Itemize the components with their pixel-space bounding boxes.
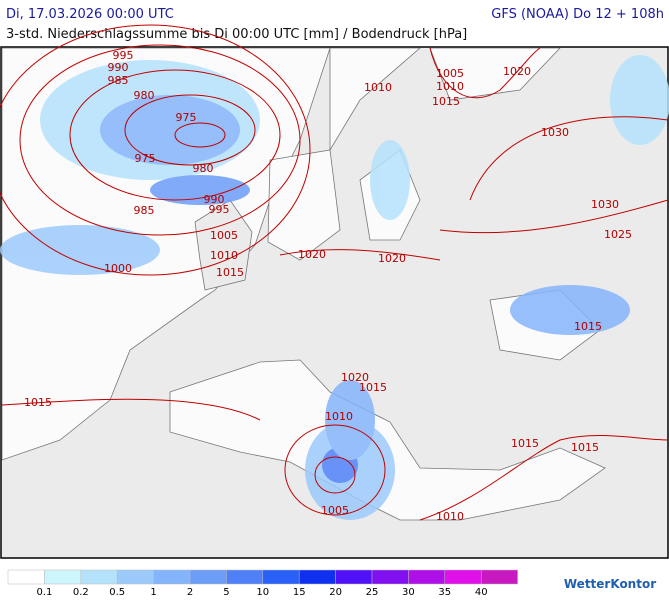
legend-label: 10 — [256, 587, 269, 598]
isobar-label: 990 — [108, 61, 129, 74]
isobar-label: 1015 — [432, 95, 460, 108]
legend-swatch — [371, 569, 409, 585]
legend-label: 25 — [366, 587, 379, 598]
isobar-label: 990 — [204, 193, 225, 206]
legend-swatch — [298, 569, 336, 585]
legend-swatch — [189, 569, 227, 585]
legend: 0.1 0.2 0.5 1 2 5 10 15 20 25 30 35 40 — [7, 569, 518, 598]
isobars — [0, 24, 669, 521]
legend-label: 0.1 — [36, 587, 52, 598]
isobar-label: 1015 — [574, 320, 602, 333]
legend-label: 35 — [438, 587, 451, 598]
isobar-label: 1005 — [210, 229, 238, 242]
legend-label: 0.2 — [73, 587, 89, 598]
isobar-label: 1010 — [210, 249, 238, 262]
isobar-label: 1030 — [541, 126, 569, 139]
legend-label: 5 — [223, 587, 229, 598]
legend-swatch — [262, 569, 300, 585]
legend-swatch — [480, 569, 518, 585]
isobar-label: 985 — [134, 204, 155, 217]
precipitation — [0, 55, 669, 520]
isobar-label: 1020 — [298, 248, 326, 261]
isobar-label: 1020 — [378, 252, 406, 265]
model: GFS (NOAA) Do 12 + 108h — [491, 7, 664, 22]
isobar-label: 1005 — [321, 504, 349, 517]
legend-swatch — [335, 569, 373, 585]
legend-label: 30 — [402, 587, 415, 598]
isobar-label: 1020 — [341, 371, 369, 384]
legend-label: 2 — [187, 587, 193, 598]
isobar-label: 1010 — [436, 80, 464, 93]
isobar-label: 995 — [113, 49, 134, 62]
isobar-label: 1015 — [359, 381, 387, 394]
legend-swatch — [80, 569, 118, 585]
legend-label: 40 — [475, 587, 488, 598]
isobar-label: 975 — [176, 111, 197, 124]
isobar-label: 980 — [193, 162, 214, 175]
legend-swatch — [7, 569, 45, 585]
isobar-label: 1020 — [503, 65, 531, 78]
isobar-label: 1025 — [604, 228, 632, 241]
isobar-label: 1015 — [571, 441, 599, 454]
isobar-label: 985 — [108, 74, 129, 87]
date: Di, 17.03.2026 00:00 UTC — [6, 7, 174, 22]
isobar-label: 1005 — [436, 67, 464, 80]
map: 9959909859809759759809859909951005101010… — [0, 24, 669, 559]
isobar-label: 1000 — [104, 262, 132, 275]
isobar-label: 1030 — [591, 198, 619, 211]
legend-label: 0.5 — [109, 587, 125, 598]
brand: WetterKontor — [564, 577, 656, 591]
legend-swatch — [444, 569, 482, 585]
legend-swatch — [44, 569, 82, 585]
subtitle: 3-std. Niederschlagssumme bis Di 00:00 U… — [6, 27, 467, 42]
isobar-label: 980 — [134, 89, 155, 102]
isobar-label: 1015 — [24, 396, 52, 409]
legend-swatch — [408, 569, 446, 585]
legend-label: 1 — [150, 587, 156, 598]
isobar-label: 1015 — [511, 437, 539, 450]
legend-swatch — [153, 569, 191, 585]
isobar-label: 975 — [135, 152, 156, 165]
isobar-label: 1010 — [436, 510, 464, 523]
isobar-label: 1010 — [325, 410, 353, 423]
isobar-label: 1015 — [216, 266, 244, 279]
isobar-label: 1010 — [364, 81, 392, 94]
isobar-label: 995 — [209, 203, 230, 216]
legend-label: 20 — [329, 587, 342, 598]
legend-swatch — [116, 569, 154, 585]
legend-label: 15 — [293, 587, 306, 598]
legend-swatch — [226, 569, 264, 585]
